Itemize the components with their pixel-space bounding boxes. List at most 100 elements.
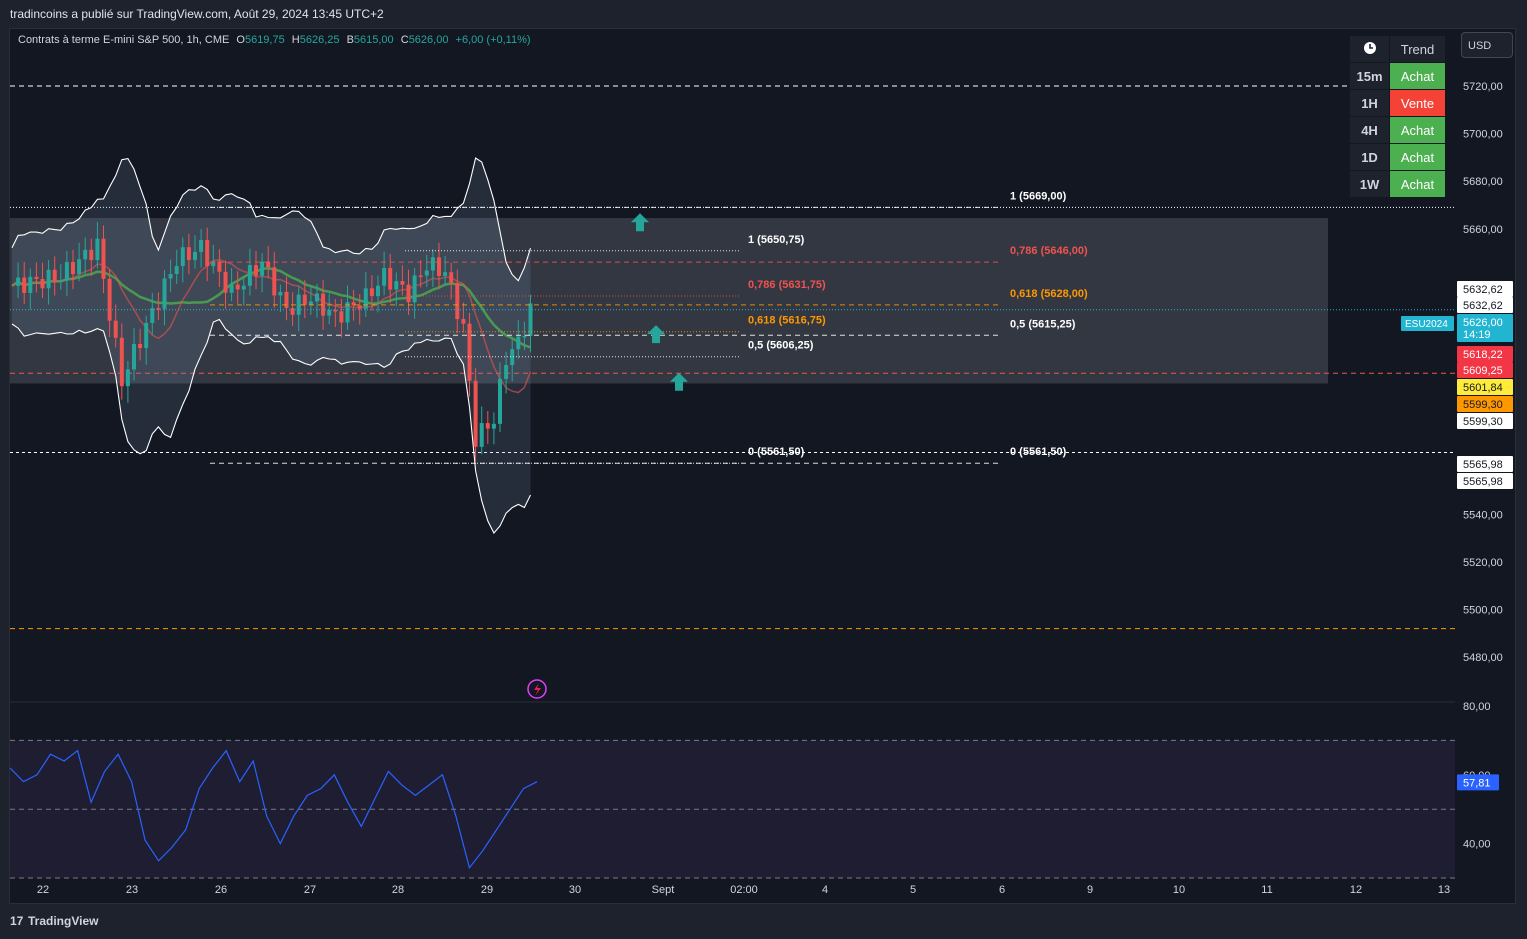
candle-body <box>376 285 380 297</box>
candle-body <box>113 320 118 338</box>
candle-body <box>522 335 527 338</box>
candle-body <box>107 278 112 321</box>
candle-body <box>382 268 387 286</box>
candle-body <box>199 240 204 252</box>
symbol-legend: Contrats à terme E-mini S&P 500, 1h, CME… <box>18 34 531 46</box>
fib-level-label: 0,786 (5646,00) <box>1010 245 1088 257</box>
rsi-axis-label: 40,00 <box>1463 839 1491 851</box>
time-axis-label: 30 <box>569 884 581 896</box>
candle-body <box>278 291 283 296</box>
price-tag-label: 5632,62 <box>1463 284 1503 296</box>
candle-body <box>369 288 374 297</box>
publisher-line: tradincoins a publié sur TradingView.com… <box>10 7 384 21</box>
price-tag <box>1457 456 1513 472</box>
footer-brand[interactable]: 17 TradingView <box>10 914 98 928</box>
candle-body <box>193 251 197 261</box>
candle-body <box>449 272 454 284</box>
price-tag-label: 5599,30 <box>1463 416 1503 428</box>
candle-body <box>394 281 399 290</box>
fib-level-label: 0 (5561,50) <box>1010 446 1067 458</box>
time-axis-label: 12 <box>1350 884 1362 896</box>
fib-level-label: 1 (5669,00) <box>1010 190 1067 202</box>
time-axis-label: 9 <box>1087 884 1093 896</box>
zone-rect <box>10 218 1328 384</box>
candle-body <box>229 284 234 293</box>
chart-frame[interactable] <box>9 28 1516 904</box>
bollinger-lower <box>11 318 531 534</box>
candle-body <box>95 238 100 261</box>
candle-body <box>461 319 466 324</box>
price-tag <box>1457 346 1513 362</box>
price-tag-label: 5626,00 <box>1463 317 1503 329</box>
price-tag-label: 5599,30 <box>1463 399 1503 411</box>
candle-body <box>351 302 356 306</box>
candle-body <box>504 365 509 379</box>
candle-body <box>284 291 289 309</box>
price-axis-label: 5480,00 <box>1463 652 1503 664</box>
candle-body <box>22 277 27 293</box>
candle-body <box>302 294 307 305</box>
candle-body <box>132 343 136 370</box>
candle-body <box>406 284 411 303</box>
candle-body <box>308 301 313 305</box>
candle-body <box>272 267 277 296</box>
candle-body <box>418 275 423 277</box>
arrow-up-icon <box>670 372 688 391</box>
candle-body <box>424 270 429 276</box>
candle-body <box>516 336 521 350</box>
tradingview-logo-icon: 17 <box>10 914 24 928</box>
time-axis-label: 6 <box>999 884 1005 896</box>
time-axis-label: 5 <box>910 884 916 896</box>
fib-level-label: 0 (5561,50) <box>748 446 805 458</box>
candle-body <box>241 285 246 290</box>
low-label: B <box>346 34 354 46</box>
candle-body <box>138 343 143 349</box>
candle-body <box>174 266 179 275</box>
candle-body <box>339 311 344 323</box>
price-tag <box>1457 362 1513 378</box>
price-axis-label: 5720,00 <box>1463 81 1503 93</box>
price-tag-label: 5601,84 <box>1463 382 1503 394</box>
candle-body <box>260 261 265 276</box>
candle-body <box>479 423 484 447</box>
low-value: 5615,00 <box>353 34 394 46</box>
trend-timeframe: 1H <box>1349 89 1390 117</box>
fib-level-label: 0,5 (5606,25) <box>748 340 814 352</box>
rsi-axis-label: 80,00 <box>1463 701 1491 713</box>
currency-button[interactable]: USD <box>1461 32 1513 58</box>
time-axis-label: 27 <box>304 884 316 896</box>
candle-body <box>150 308 155 323</box>
candle-body <box>52 269 57 282</box>
candle-body <box>290 308 295 315</box>
fib-level-label: 0,786 (5631,75) <box>748 279 826 291</box>
candle-body <box>168 274 173 279</box>
candle-body <box>16 277 21 286</box>
candle-body <box>333 309 338 312</box>
candle-body <box>491 423 496 429</box>
candle-body <box>125 369 130 387</box>
candle-body <box>64 262 69 281</box>
candle-body <box>186 247 191 261</box>
trend-timeframe: 15m <box>1349 62 1390 90</box>
candle-body <box>357 305 362 309</box>
candle-body <box>205 240 210 267</box>
publisher-bar: tradincoins a publié sur TradingView.com… <box>0 0 1527 28</box>
bollinger-upper <box>11 157 532 282</box>
time-axis-label: Sept <box>652 884 675 896</box>
candle-body <box>455 283 460 320</box>
candle-body <box>498 378 502 424</box>
price-tag <box>1457 413 1513 429</box>
trend-table: Trend 15m Achat 1H Vente 4H Achat 1D Achat 1… <box>1349 35 1446 198</box>
high-value: 5626,25 <box>299 34 340 46</box>
candle-body <box>223 271 228 293</box>
clock-icon <box>1349 35 1390 63</box>
candle-body <box>400 281 405 285</box>
price-tag <box>1457 314 1513 342</box>
arrow-up-icon <box>631 213 649 232</box>
candle-body <box>437 257 441 276</box>
candle-body <box>254 265 258 276</box>
candle-body <box>71 262 75 275</box>
candle-body <box>28 276 33 293</box>
price-axis-label: 5660,00 <box>1463 224 1503 236</box>
